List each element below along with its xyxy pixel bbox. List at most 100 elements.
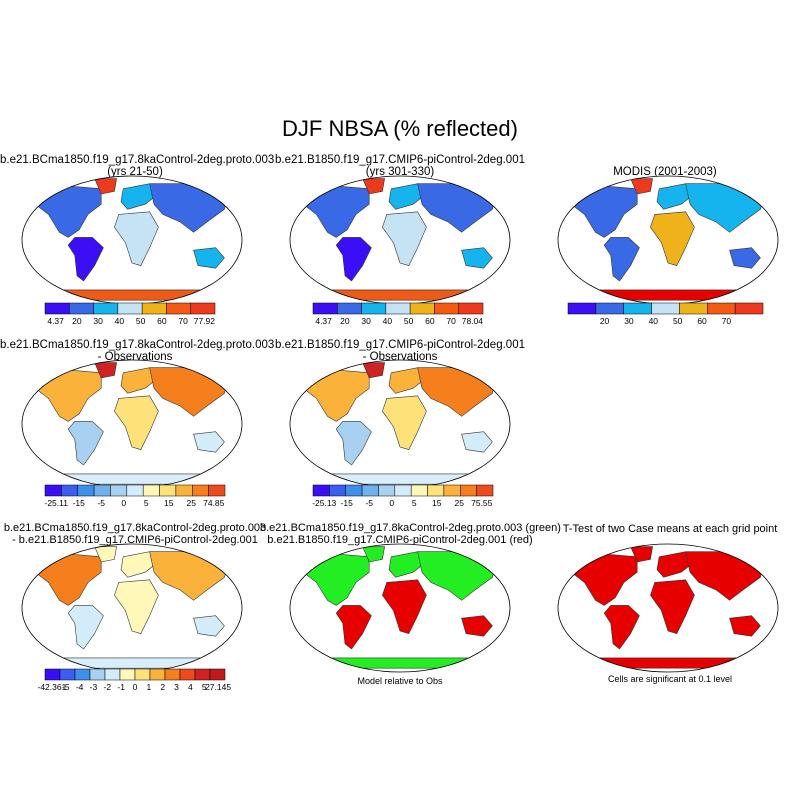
- continent-sa: [603, 237, 640, 282]
- colorbar-tick-label: 5: [412, 498, 417, 508]
- colorbar-box: [567, 302, 597, 315]
- colorbar-box: [443, 484, 461, 497]
- panel-1-title-line1: b.e21.BCma1850.f19_g17.8kaControl-2deg.p…: [0, 154, 275, 166]
- colorbar-tick-label: 25: [187, 498, 197, 508]
- continent-na: [570, 553, 638, 606]
- continent-aus: [461, 615, 493, 637]
- continent-ant: [579, 289, 757, 301]
- panel-5-title-line2: - Observations: [362, 351, 438, 363]
- colorbar-tick-label: 60: [425, 316, 435, 326]
- panel-6-title-line1: b.e21.BCma1850.f19_g17.8kaControl-2deg.p…: [3, 522, 267, 534]
- colorbar-tick-label: 50: [673, 316, 683, 326]
- colorbar-1: 4.37 20 30 40 50 60 70 77.92: [44, 302, 216, 326]
- panel-8-note: Cells are significant at 0.1 level: [607, 674, 733, 684]
- colorbar-tick-label: 20: [72, 316, 82, 326]
- colorbar-tick-label: -5: [62, 682, 70, 692]
- continent-na: [302, 185, 370, 238]
- colorbar-tick-label: -42.361: [38, 682, 67, 692]
- continent-greenland: [94, 178, 117, 195]
- panel-2-title-line2: (yrs 301-330): [365, 166, 435, 178]
- continent-sa: [67, 605, 104, 650]
- continent-aus: [193, 615, 225, 637]
- colorbar-tick-label: 70: [446, 316, 456, 326]
- colorbar-box: [44, 484, 62, 497]
- continent-greenland: [94, 362, 117, 379]
- continent-sa: [335, 421, 372, 466]
- colorbar-tick-label: 27.145: [205, 682, 231, 692]
- continent-na: [570, 185, 638, 238]
- colorbar-box: [194, 668, 211, 681]
- colorbar-box: [623, 302, 652, 315]
- continent-greenland: [362, 178, 385, 195]
- colorbar-box: [117, 302, 143, 315]
- panel-3-title-line1: MODIS (2001-2003): [613, 166, 717, 178]
- colorbar-box: [410, 484, 428, 497]
- colorbar-tick-label: -1: [117, 682, 125, 692]
- map-panel-6: [21, 543, 243, 673]
- colorbar-box: [134, 668, 151, 681]
- panel-4-title: b.e21.BCma1850.f19_g17.8kaControl-2deg.p…: [0, 339, 275, 363]
- colorbar-tick-label: -5: [365, 498, 373, 508]
- panel-4-title-line2: - Observations: [97, 351, 173, 363]
- colorbar-box: [93, 484, 111, 497]
- panel-8-title-line1: T-Test of two Case means at each grid po…: [562, 523, 778, 535]
- panel-2-title: b.e21.B1850.f19_g17.CMIP6-piControl-2deg…: [270, 154, 530, 178]
- colorbar-4: -25.11 -15 -5 0 5 15 25 74.85: [44, 484, 226, 508]
- colorbar-tick-label: 70: [722, 316, 732, 326]
- colorbar-box: [190, 302, 216, 315]
- continent-greenland: [630, 546, 653, 563]
- colorbar-box: [651, 302, 680, 315]
- continent-af: [114, 579, 159, 634]
- map-panel-1: [21, 175, 243, 305]
- colorbar-box: [164, 668, 181, 681]
- map-panel-4: [21, 359, 243, 489]
- map-panel-8: [557, 543, 779, 673]
- colorbar-5: -25.13 -15 -5 0 5 15 25 75.55: [312, 484, 494, 508]
- continent-greenland: [630, 178, 653, 195]
- colorbar-tick-label: -25.13: [312, 498, 336, 508]
- colorbar-tick-label: 40: [383, 316, 393, 326]
- colorbar-tick-label: 60: [157, 316, 167, 326]
- colorbar-tick-label: 30: [624, 316, 634, 326]
- colorbar-box: [166, 302, 191, 315]
- colorbar-box: [329, 484, 346, 497]
- continent-af: [650, 211, 695, 266]
- map-panel-2: [289, 175, 511, 305]
- continent-greenland: [362, 362, 385, 379]
- colorbar-tick-label: -25.11: [45, 498, 69, 508]
- panel-4-title-line1: b.e21.BCma1850.f19_g17.8kaControl-2deg.p…: [0, 339, 275, 351]
- continent-greenland: [94, 546, 117, 563]
- continent-sa: [67, 237, 104, 282]
- continent-na: [34, 369, 102, 422]
- colorbar-tick-label: 77.92: [194, 316, 216, 326]
- colorbar-tick-label: 3: [174, 682, 179, 692]
- colorbar-tick-label: -15: [73, 498, 86, 508]
- continent-aus: [461, 247, 493, 269]
- panel-5-title-line1: b.e21.B1850.f19_g17.CMIP6-piControl-2deg…: [275, 339, 525, 351]
- continent-sa: [335, 605, 372, 650]
- colorbar-tick-label: 4.37: [315, 316, 332, 326]
- colorbar-box: [385, 302, 411, 315]
- colorbar-tick-label: 15: [432, 498, 442, 508]
- panel-2-title-line1: b.e21.B1850.f19_g17.CMIP6-piControl-2deg…: [275, 154, 525, 166]
- colorbar-2: 4.37 20 30 40 50 60 70 78.04: [312, 302, 483, 326]
- colorbar-tick-label: 75.55: [471, 498, 493, 508]
- panel-1-title-line2: (yrs 21-50): [107, 166, 163, 178]
- colorbar-box: [707, 302, 736, 315]
- continent-aus: [193, 247, 225, 269]
- colorbar-box: [192, 484, 209, 497]
- colorbar-box: [110, 484, 128, 497]
- colorbar-box: [208, 484, 226, 497]
- panel-6-title-line2: - b.e21.B1850.f19_g17.CMIP6-piControl-2d…: [12, 534, 258, 546]
- map-panel-3: [557, 175, 779, 305]
- colorbar-box: [126, 484, 144, 497]
- colorbar-box: [74, 668, 91, 681]
- panel-7-title-line1: b.e21.BCma1850.f19_g17.8kaControl-2deg.p…: [260, 522, 561, 534]
- colorbar-box: [679, 302, 708, 315]
- colorbar-box: [93, 302, 119, 315]
- colorbar-tick-label: 15: [164, 498, 174, 508]
- colorbar-tick-label: 2: [160, 682, 165, 692]
- colorbar-tick-label: 60: [697, 316, 707, 326]
- continent-af: [382, 579, 427, 634]
- colorbar-box: [89, 668, 106, 681]
